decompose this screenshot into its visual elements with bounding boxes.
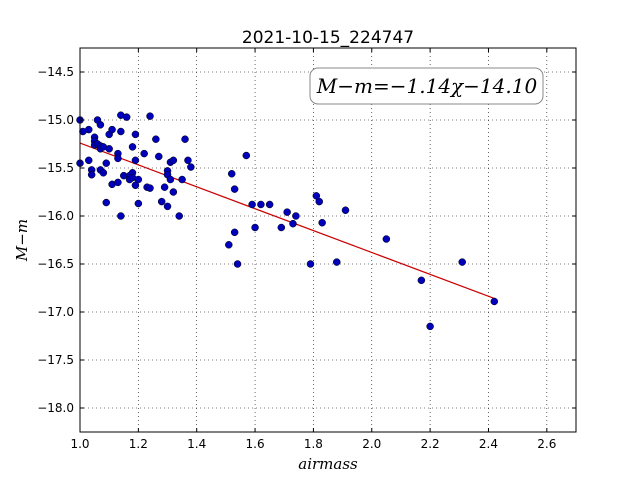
data-point [114, 178, 122, 187]
data-point [122, 113, 131, 121]
x-axis-ticks: 1.0 1.2 1.4 1.6 1.8 2.0 2.2 2.4 2.6 [70, 48, 556, 451]
data-point [146, 184, 154, 192]
data-point [134, 199, 143, 208]
data-point [131, 130, 140, 139]
y-axis-ticks: −14.5 −15.0 −15.5 −16.0 −16.5 −17.0 −17.5 −18.0 [37, 65, 576, 415]
data-point [117, 127, 125, 136]
data-point [152, 135, 160, 143]
data-point [163, 202, 172, 211]
y-tick-label: −16.5 [37, 257, 74, 271]
x-tick-label: 1.4 [187, 437, 206, 451]
data-point [265, 200, 274, 209]
data-point [248, 200, 256, 209]
data-point [114, 154, 122, 163]
x-tick-label: 1.2 [129, 437, 148, 451]
y-axis-label: M−m [13, 219, 31, 262]
fit-label-box [309, 67, 544, 105]
data-point [382, 235, 391, 243]
y-tick-label: −16.0 [37, 209, 74, 223]
data-point [292, 212, 300, 220]
data-point [490, 297, 499, 306]
data-point [169, 188, 178, 196]
data-point [277, 223, 286, 232]
data-point [96, 121, 105, 129]
data-point [85, 125, 93, 134]
x-tick-label: 2.0 [362, 437, 381, 451]
data-point [181, 135, 189, 143]
data-point [128, 143, 137, 151]
data-point [283, 208, 291, 216]
x-tick-label: 1.0 [70, 437, 89, 451]
fit-line [79, 142, 495, 300]
fit-line-group [79, 142, 495, 300]
data-point [134, 175, 143, 184]
y-tick-label: −15.5 [37, 161, 74, 175]
data-points [76, 111, 499, 331]
data-point [155, 152, 163, 161]
data-point [233, 260, 242, 268]
y-tick-label: −18.0 [37, 401, 74, 415]
data-point [458, 258, 466, 266]
data-point [417, 276, 426, 285]
data-point [225, 241, 233, 249]
data-point [426, 322, 434, 331]
y-tick-label: −17.0 [37, 305, 74, 319]
data-point [227, 170, 236, 178]
x-axis-label: airmass [298, 455, 358, 473]
data-point [131, 156, 140, 165]
data-point [102, 198, 111, 207]
grid [80, 48, 576, 432]
data-point [160, 183, 169, 191]
data-point [169, 156, 178, 165]
y-tick-label: −17.5 [37, 353, 74, 367]
data-point [87, 170, 96, 179]
data-point [306, 260, 315, 268]
data-point [289, 219, 297, 228]
x-tick-label: 2.6 [537, 437, 556, 451]
x-tick-label: 1.6 [246, 437, 265, 451]
data-point [102, 159, 111, 167]
data-point [187, 163, 195, 171]
data-point [257, 200, 265, 209]
data-point [146, 112, 154, 120]
data-point [230, 185, 239, 193]
data-point [108, 125, 116, 134]
data-point [333, 258, 341, 266]
y-tick-label: −14.5 [37, 65, 74, 79]
data-point [251, 223, 259, 232]
data-point [85, 156, 93, 165]
data-point [315, 197, 323, 206]
data-point [184, 156, 192, 165]
data-point [157, 197, 166, 206]
plot-frame [79, 47, 577, 433]
fit-label: M−m=−1.14χ−14.10 [316, 74, 538, 98]
x-tick-label: 2.2 [421, 437, 440, 451]
data-point [230, 228, 239, 237]
data-point [341, 206, 350, 214]
data-point [117, 212, 125, 220]
data-point [175, 212, 183, 220]
data-point [318, 218, 326, 227]
data-point [178, 175, 186, 184]
data-point [140, 149, 148, 158]
data-point [242, 151, 251, 160]
data-point [166, 175, 175, 184]
data-point [105, 145, 113, 153]
x-tick-label: 2.4 [479, 437, 498, 451]
data-point [99, 169, 108, 177]
chart-title: 2021-10-15_224747 [242, 28, 414, 48]
x-tick-label: 1.8 [304, 437, 323, 451]
y-tick-label: −15.0 [37, 113, 74, 127]
